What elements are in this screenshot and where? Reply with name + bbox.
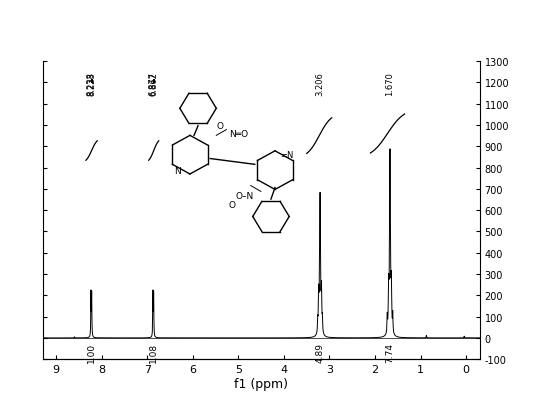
- Text: 3.206: 3.206: [316, 71, 325, 95]
- X-axis label: f1 (ppm): f1 (ppm): [234, 377, 288, 390]
- Text: 1.670: 1.670: [385, 71, 394, 95]
- Text: =N: =N: [280, 151, 294, 160]
- Text: 8.223: 8.223: [87, 71, 96, 95]
- Text: 6.877: 6.877: [149, 71, 157, 95]
- Text: O–N: O–N: [236, 191, 254, 200]
- Text: 1.00: 1.00: [87, 342, 96, 362]
- Text: 8.238: 8.238: [86, 71, 95, 95]
- Text: 7.74: 7.74: [385, 342, 394, 362]
- Text: 4.89: 4.89: [316, 342, 325, 362]
- Text: N═O: N═O: [229, 130, 248, 139]
- Text: 1.08: 1.08: [149, 342, 158, 362]
- Text: O: O: [229, 201, 236, 210]
- Text: O: O: [217, 122, 224, 131]
- Text: 6.862: 6.862: [149, 71, 158, 95]
- Text: N: N: [174, 166, 181, 175]
